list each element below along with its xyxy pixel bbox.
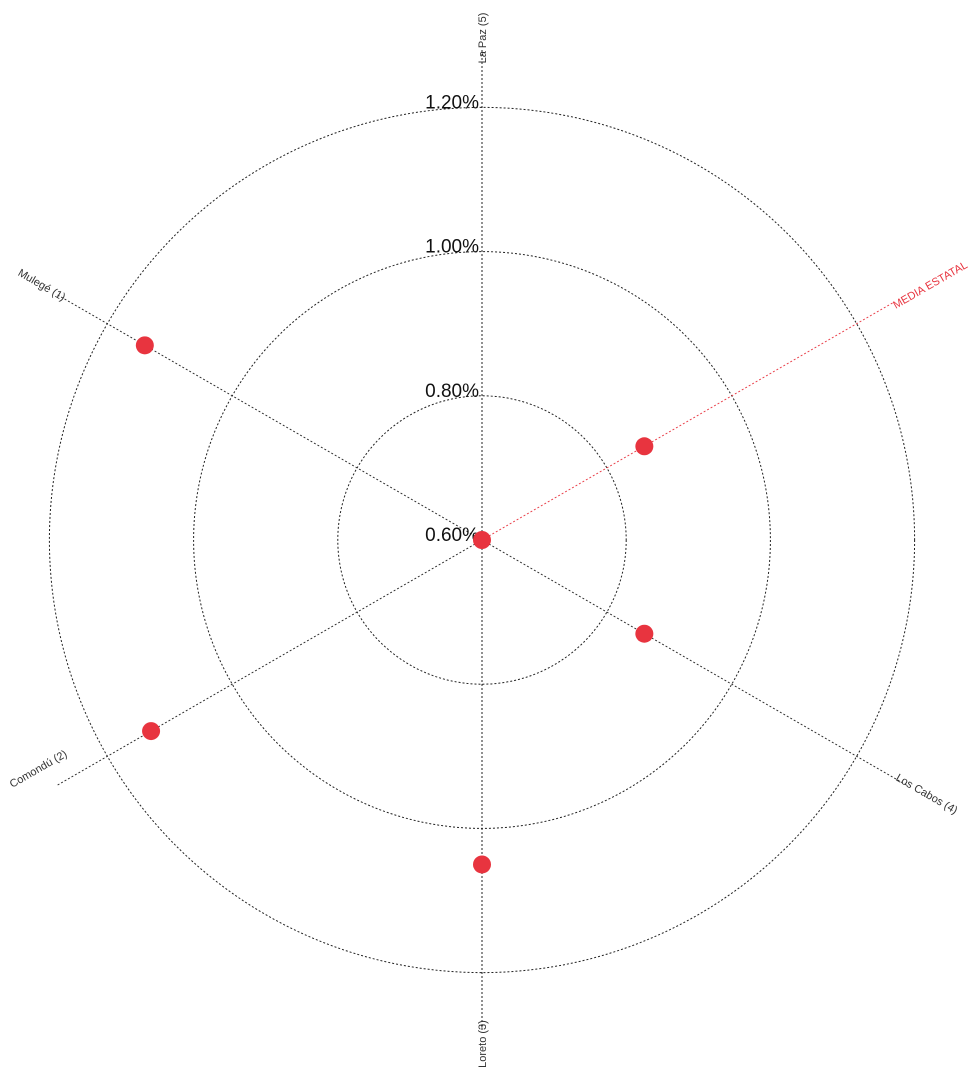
radial-tick-labels: 0.60% 0.80% 1.00% 1.20% [425, 92, 479, 546]
category-label: Mulegé (1) [16, 267, 68, 304]
radial-tick-label: 0.80% [425, 381, 479, 402]
data-point [473, 855, 491, 873]
category-label: Los Cabos (4) [894, 772, 960, 817]
data-point [635, 625, 653, 643]
category-axis [57, 540, 482, 785]
data-point [136, 336, 154, 354]
category-axis [57, 295, 482, 540]
radial-tick-label: 0.60% [425, 525, 479, 546]
category-axis [482, 540, 907, 785]
category-label: Comondú (2) [8, 748, 70, 790]
data-point [142, 722, 160, 740]
reference-point [635, 437, 653, 455]
category-label: Loreto (3) [477, 1020, 489, 1068]
radial-tick-label: 1.20% [425, 92, 479, 113]
data-point [473, 531, 491, 549]
radial-tick-label: 1.00% [425, 237, 479, 258]
reference-line-group: MEDIA ESTATAL [482, 259, 970, 540]
data-points [136, 336, 654, 873]
reference-line [482, 302, 894, 540]
reference-label: MEDIA ESTATAL [891, 259, 970, 311]
category-label: La Paz (5) [477, 13, 489, 64]
